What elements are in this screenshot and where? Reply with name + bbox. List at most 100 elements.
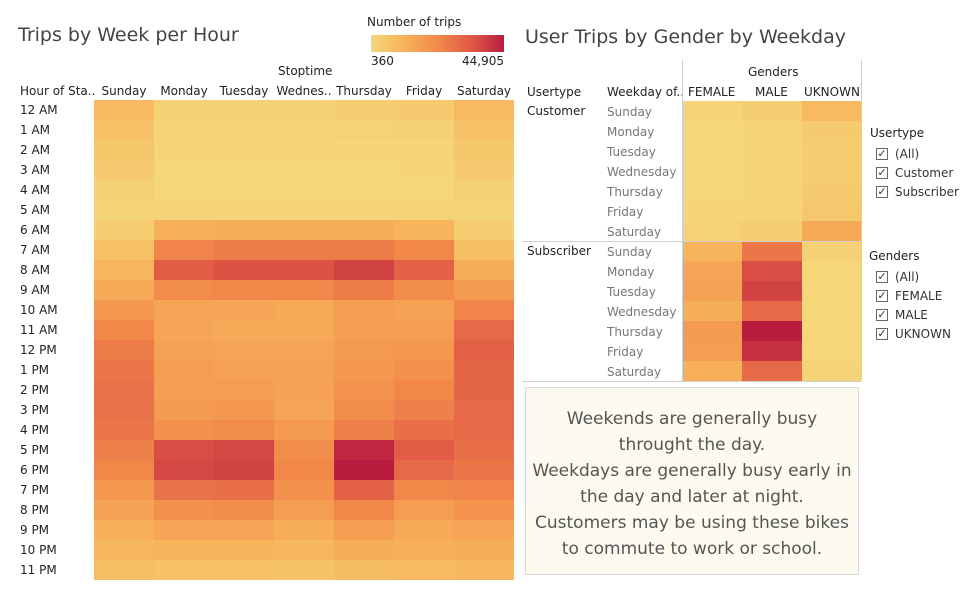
heatmap-cell: [682, 241, 742, 261]
row-label: 5 AM: [20, 203, 51, 217]
heatmap-cell: [274, 240, 334, 260]
heatmap-cell: [154, 300, 214, 320]
legend-max-label: 44,905: [462, 54, 504, 68]
heatmap-cell: [394, 180, 454, 200]
heatmap-cell: [802, 281, 861, 301]
heatmap-cell: [682, 121, 742, 141]
checkbox-checked-icon[interactable]: ✓: [876, 289, 888, 302]
heatmap-cell: [154, 200, 214, 220]
heatmap-cell: [742, 181, 802, 201]
weekday-label: Wednesday: [607, 165, 677, 179]
heatmap-cell: [454, 420, 514, 440]
row-label: 9 PM: [20, 523, 50, 537]
heatmap-cell: [274, 540, 334, 560]
heatmap-cell: [214, 180, 274, 200]
heatmap-cell: [274, 480, 334, 500]
genders-option-all[interactable]: ✓ (All): [876, 270, 919, 284]
heatmap-cell: [274, 100, 334, 120]
heatmap-cell: [742, 121, 802, 141]
heatmap-cell: [94, 460, 154, 480]
checkbox-checked-icon[interactable]: ✓: [876, 147, 888, 160]
row-label: 1 AM: [20, 123, 51, 137]
column-header: Thursday: [336, 84, 392, 98]
usertype-option-customer[interactable]: ✓ Customer: [876, 166, 953, 180]
heatmap-cell: [94, 280, 154, 300]
usertype-option-subscriber[interactable]: ✓ Subscriber: [876, 185, 959, 199]
heatmap-cell: [274, 380, 334, 400]
heatmap-cell: [682, 321, 742, 341]
heatmap-cell: [334, 500, 394, 520]
column-header: Sunday: [101, 84, 147, 98]
heatmap-cell: [94, 140, 154, 160]
genders-option-male[interactable]: ✓ MALE: [876, 308, 928, 322]
heatmap-cell: [682, 281, 742, 301]
checkbox-checked-icon[interactable]: ✓: [876, 270, 888, 283]
heatmap-cell: [802, 121, 861, 141]
heatmap-cell: [154, 120, 214, 140]
checkbox-checked-icon[interactable]: ✓: [876, 308, 888, 321]
weekday-label: Saturday: [607, 225, 662, 239]
heatmap-cell: [154, 320, 214, 340]
heatmap-cell: [94, 560, 154, 580]
heatmap-cell: [214, 320, 274, 340]
heatmap-cell: [454, 160, 514, 180]
heatmap-cell: [154, 500, 214, 520]
heatmap-cell: [94, 240, 154, 260]
usertype-option-all[interactable]: ✓ (All): [876, 147, 919, 161]
heatmap-cell: [394, 460, 454, 480]
heatmap-cell: [394, 120, 454, 140]
option-label: MALE: [895, 308, 928, 322]
annotation-line: to commute to work or school.: [561, 539, 823, 559]
column-header: Wednes..: [276, 84, 332, 98]
column-header: Tuesday: [219, 84, 269, 98]
option-label: (All): [895, 270, 920, 284]
right-group-subscriber: Subscriber: [527, 244, 591, 258]
heatmap-cell: [214, 440, 274, 460]
heatmap-cell: [802, 241, 861, 261]
heatmap-cell: [742, 281, 802, 301]
heatmap-cell: [274, 140, 334, 160]
heatmap-cell: [214, 540, 274, 560]
left-chart-title: Trips by Week per Hour: [18, 24, 239, 46]
checkbox-checked-icon[interactable]: ✓: [876, 166, 888, 179]
heatmap-cell: [334, 200, 394, 220]
row-label: 10 AM: [20, 303, 58, 317]
heatmap-cell: [274, 420, 334, 440]
checkbox-checked-icon[interactable]: ✓: [876, 327, 888, 340]
heatmap-cell: [214, 280, 274, 300]
heatmap-cell: [154, 380, 214, 400]
weekday-label: Thursday: [607, 185, 663, 199]
heatmap-cell: [214, 360, 274, 380]
heatmap-cell: [802, 301, 861, 321]
annotation-box: Weekends are generally busy throught the…: [525, 387, 859, 575]
heatmap-cell: [454, 460, 514, 480]
heatmap-cell: [94, 340, 154, 360]
right-col-unknown: UKNOWN: [804, 85, 860, 99]
heatmap-cell: [334, 520, 394, 540]
checkbox-checked-icon[interactable]: ✓: [876, 185, 888, 198]
heatmap-cell: [454, 120, 514, 140]
heatmap-cell: [454, 180, 514, 200]
heatmap-cell: [802, 341, 861, 361]
heatmap-cell: [454, 340, 514, 360]
heatmap-cell: [682, 161, 742, 181]
genders-option-female[interactable]: ✓ FEMALE: [876, 289, 942, 303]
row-label: 4 PM: [20, 423, 50, 437]
heatmap-cell: [94, 160, 154, 180]
row-label: 12 PM: [20, 343, 57, 357]
heatmap-cell: [454, 380, 514, 400]
heatmap-cell: [394, 140, 454, 160]
heatmap-cell: [454, 140, 514, 160]
genders-option-unknown[interactable]: ✓ UKNOWN: [876, 327, 951, 341]
heatmap-cell: [682, 201, 742, 221]
heatmap-cell: [334, 120, 394, 140]
heatmap-cell: [802, 181, 861, 201]
row-label: 8 AM: [20, 263, 51, 277]
heatmap-cell: [454, 480, 514, 500]
option-label: Customer: [895, 166, 954, 180]
heatmap-cell: [334, 160, 394, 180]
heatmap-cell: [214, 340, 274, 360]
heatmap-cell: [154, 460, 214, 480]
heatmap-cell: [802, 161, 861, 181]
genders-filter-title: Genders: [869, 249, 920, 263]
